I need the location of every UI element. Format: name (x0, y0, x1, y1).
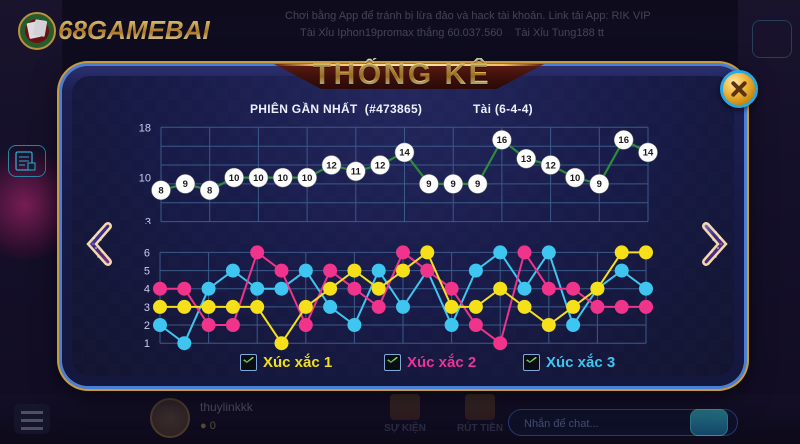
svg-text:8: 8 (158, 186, 163, 197)
svg-text:10: 10 (302, 173, 313, 184)
svg-text:18: 18 (139, 122, 151, 134)
svg-text:1: 1 (144, 338, 150, 350)
svg-text:10: 10 (229, 173, 240, 184)
svg-text:2: 2 (144, 320, 150, 332)
svg-text:9: 9 (183, 179, 188, 190)
svg-text:3: 3 (145, 217, 151, 224)
svg-text:9: 9 (426, 179, 431, 190)
svg-text:16: 16 (497, 135, 508, 146)
svg-text:9: 9 (451, 179, 456, 190)
svg-text:12: 12 (545, 160, 556, 171)
svg-text:13: 13 (521, 154, 532, 165)
svg-text:10: 10 (139, 173, 151, 185)
svg-text:10: 10 (253, 173, 264, 184)
svg-text:9: 9 (597, 179, 602, 190)
svg-text:4: 4 (144, 284, 150, 296)
svg-text:5: 5 (144, 266, 150, 278)
svg-text:14: 14 (399, 148, 410, 159)
svg-text:11: 11 (351, 167, 362, 178)
svg-text:12: 12 (375, 160, 386, 171)
svg-text:3: 3 (144, 302, 150, 314)
svg-text:14: 14 (643, 148, 654, 159)
svg-text:6: 6 (144, 247, 150, 259)
svg-text:10: 10 (278, 173, 289, 184)
svg-text:9: 9 (475, 179, 480, 190)
svg-text:12: 12 (326, 160, 337, 171)
svg-text:8: 8 (207, 186, 212, 197)
svg-text:16: 16 (618, 135, 629, 146)
svg-text:10: 10 (570, 173, 581, 184)
